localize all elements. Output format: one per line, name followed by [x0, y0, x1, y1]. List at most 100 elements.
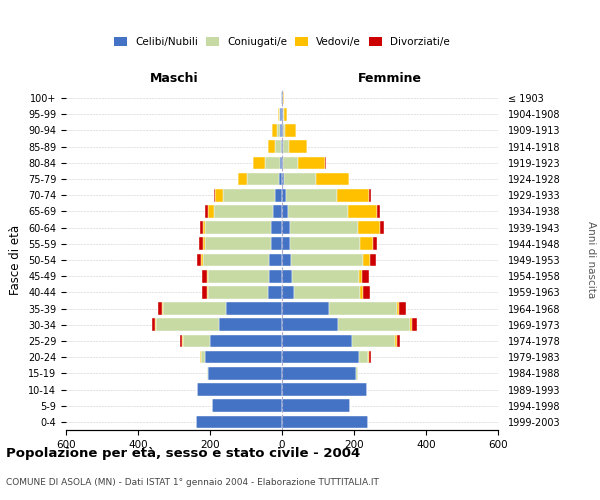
Bar — [397, 302, 399, 315]
Bar — [284, 108, 287, 120]
Bar — [360, 238, 373, 250]
Bar — [275, 140, 281, 153]
Bar — [281, 140, 282, 153]
Bar — [352, 334, 395, 347]
Bar — [181, 334, 182, 347]
Bar — [283, 156, 298, 169]
Text: Anni di nascita: Anni di nascita — [586, 222, 596, 298]
Bar — [282, 351, 359, 364]
Bar — [395, 334, 397, 347]
Text: COMUNE DI ASOLA (MN) - Dati ISTAT 1° gennaio 2004 - Elaborazione TUTTITALIA.IT: COMUNE DI ASOLA (MN) - Dati ISTAT 1° gen… — [6, 478, 379, 487]
Bar — [277, 124, 280, 137]
Bar — [202, 286, 207, 298]
Bar — [200, 222, 203, 234]
Bar — [338, 318, 410, 331]
Bar — [282, 400, 350, 412]
Bar — [200, 351, 201, 364]
Bar — [219, 318, 282, 331]
Bar — [282, 156, 283, 169]
Bar — [370, 254, 376, 266]
Bar — [183, 334, 210, 347]
Bar — [272, 124, 277, 137]
Text: Maschi: Maschi — [149, 72, 199, 85]
Bar — [293, 286, 360, 298]
Bar — [247, 172, 279, 186]
Bar — [208, 367, 282, 380]
Bar — [356, 367, 358, 380]
Bar — [152, 318, 155, 331]
Bar — [290, 238, 360, 250]
Bar — [282, 367, 356, 380]
Bar — [203, 238, 205, 250]
Bar — [282, 238, 290, 250]
Bar — [210, 334, 282, 347]
Bar — [377, 205, 380, 218]
Bar — [282, 205, 289, 218]
Bar — [410, 318, 412, 331]
Bar — [269, 254, 282, 266]
Bar — [163, 302, 226, 315]
Bar — [214, 189, 215, 202]
Bar — [289, 140, 307, 153]
Legend: Celibi/Nubili, Coniugati/e, Vedovi/e, Divorziati/e: Celibi/Nubili, Coniugati/e, Vedovi/e, Di… — [111, 34, 453, 50]
Bar — [283, 140, 289, 153]
Bar — [208, 270, 269, 282]
Bar — [201, 351, 205, 364]
Bar — [359, 270, 362, 282]
Bar — [282, 286, 293, 298]
Bar — [202, 254, 203, 266]
Bar — [275, 189, 282, 202]
Bar — [182, 334, 183, 347]
Bar — [282, 383, 367, 396]
Bar — [215, 189, 223, 202]
Bar — [282, 172, 284, 186]
Bar — [205, 222, 271, 234]
Bar — [197, 254, 202, 266]
Bar — [268, 286, 282, 298]
Bar — [223, 189, 275, 202]
Bar — [282, 270, 292, 282]
Bar — [269, 270, 282, 282]
Bar — [362, 270, 370, 282]
Bar — [207, 286, 208, 298]
Bar — [271, 222, 282, 234]
Bar — [282, 302, 329, 315]
Bar — [282, 124, 283, 137]
Bar — [370, 351, 371, 364]
Bar — [280, 156, 282, 169]
Bar — [202, 270, 207, 282]
Bar — [283, 124, 285, 137]
Bar — [205, 351, 282, 364]
Bar — [373, 238, 377, 250]
Bar — [282, 108, 283, 120]
Bar — [292, 270, 359, 282]
Bar — [282, 416, 368, 428]
Bar — [158, 302, 163, 315]
Bar — [208, 286, 268, 298]
Bar — [284, 172, 316, 186]
Bar — [281, 92, 282, 104]
Bar — [285, 124, 296, 137]
Bar — [289, 205, 348, 218]
Bar — [282, 92, 283, 104]
Bar — [282, 222, 290, 234]
Bar — [290, 222, 358, 234]
Bar — [156, 318, 219, 331]
Bar — [363, 286, 370, 298]
Bar — [325, 156, 326, 169]
Text: Popolazione per età, sesso e stato civile - 2004: Popolazione per età, sesso e stato civil… — [6, 448, 360, 460]
Bar — [253, 156, 265, 169]
Y-axis label: Fasce di età: Fasce di età — [10, 225, 22, 295]
Bar — [203, 254, 269, 266]
Bar — [329, 302, 397, 315]
Bar — [279, 172, 282, 186]
Bar — [155, 318, 156, 331]
Bar — [265, 156, 280, 169]
Bar — [268, 140, 275, 153]
Bar — [205, 205, 208, 218]
Bar — [369, 189, 371, 202]
Bar — [199, 238, 203, 250]
Bar — [197, 383, 282, 396]
Bar — [208, 205, 214, 218]
Bar — [226, 302, 282, 315]
